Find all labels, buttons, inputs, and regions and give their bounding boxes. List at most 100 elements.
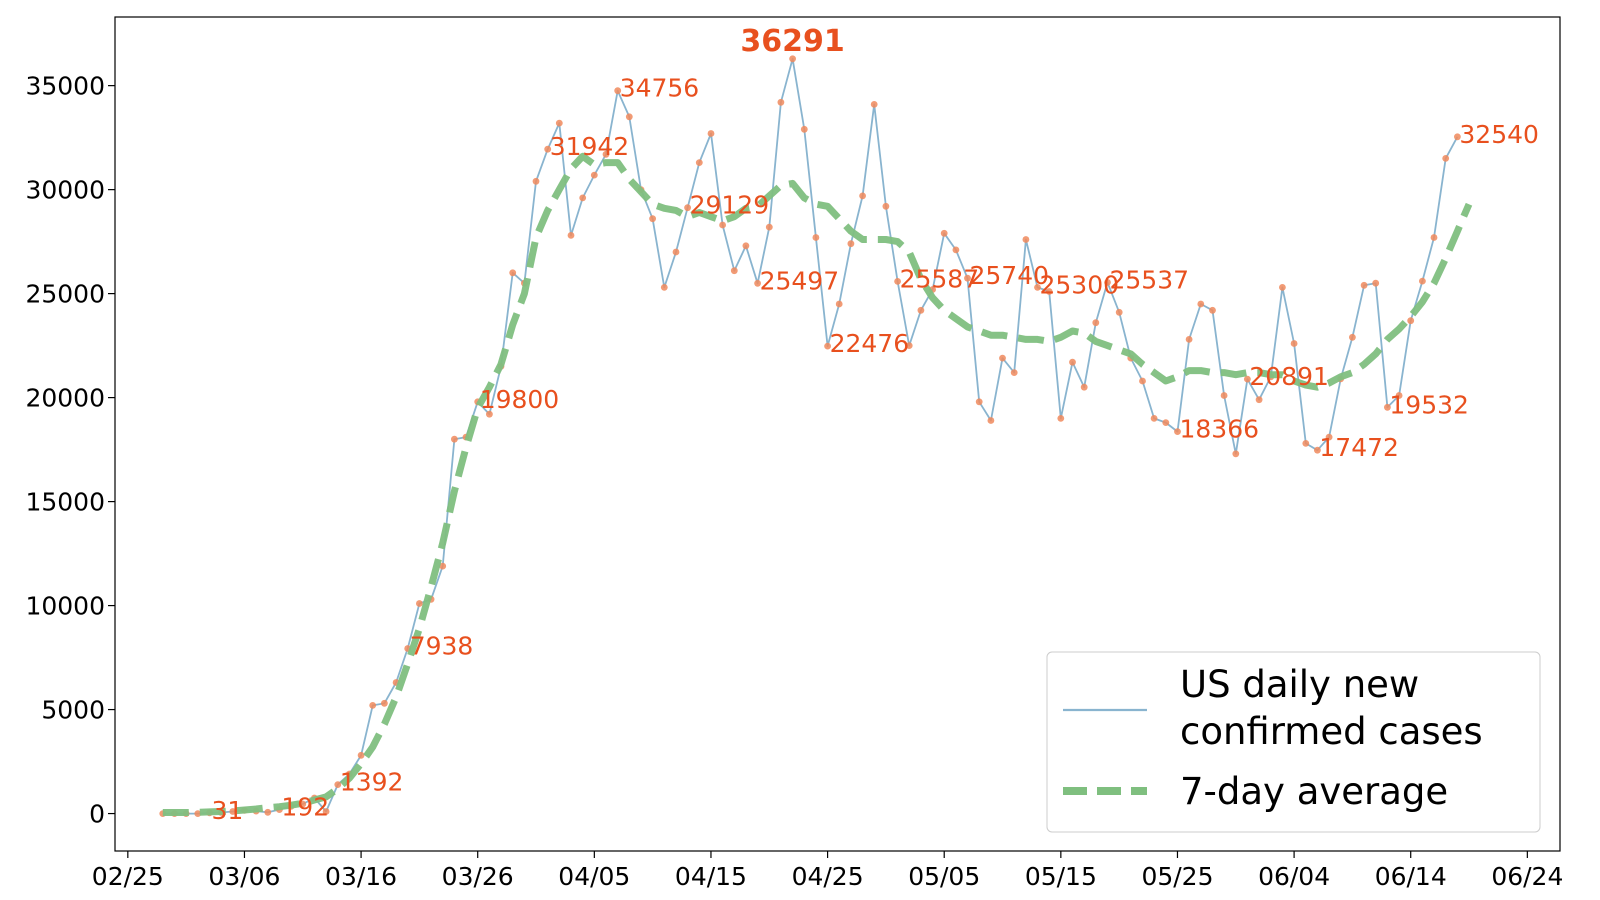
x-tick-label: 05/05 (908, 862, 980, 891)
daily-cases-point (322, 808, 330, 815)
daily-cases-point (229, 808, 237, 815)
value-annotation: 1392 (340, 768, 404, 797)
x-tick-label: 06/04 (1258, 862, 1330, 891)
daily-cases-point (812, 234, 820, 241)
daily-cases-point (1244, 375, 1251, 383)
daily-cases-point (707, 130, 715, 137)
daily-cases-point (800, 125, 808, 133)
daily-cases-point (1010, 369, 1018, 376)
value-annotation: 25537 (1110, 265, 1190, 294)
value-annotation: 22476 (830, 329, 910, 358)
y-tick-label: 35000 (25, 72, 105, 101)
daily-cases-point (544, 145, 552, 153)
daily-cases-point (1115, 308, 1123, 316)
daily-cases-point (334, 781, 342, 788)
daily-cases-point (1220, 392, 1228, 399)
daily-cases-point (1384, 403, 1391, 411)
daily-cases-point (614, 87, 622, 95)
daily-cases-point (602, 150, 610, 158)
x-tick-label: 06/14 (1375, 862, 1447, 891)
daily-cases-point (1057, 415, 1065, 422)
daily-cases-point (1069, 358, 1076, 366)
y-tick-label: 10000 (25, 592, 105, 621)
daily-cases-point (777, 98, 785, 106)
daily-cases-point (1314, 446, 1321, 454)
daily-cases-point (1232, 450, 1240, 458)
legend: US daily new confirmed cases 7-day avera… (1046, 651, 1541, 833)
x-tick-label: 02/25 (92, 862, 164, 891)
value-annotation: 19800 (480, 385, 560, 414)
daily-cases-point (1349, 333, 1356, 341)
daily-cases-point (999, 354, 1006, 362)
daily-cases-point (940, 229, 948, 237)
value-annotation: 20891 (1249, 362, 1329, 391)
daily-cases-point (719, 221, 726, 229)
daily-cases-point (1162, 419, 1170, 426)
daily-cases-point (917, 306, 925, 314)
daily-cases-point (1325, 433, 1333, 441)
daily-cases-point (1174, 428, 1181, 435)
daily-cases-point (1150, 415, 1158, 422)
value-annotation: 18366 (1180, 415, 1260, 444)
legend-box (1046, 651, 1541, 833)
value-annotation: 192 (281, 793, 329, 822)
value-annotation: 7938 (410, 632, 474, 661)
value-annotation: 17472 (1319, 433, 1399, 462)
value-annotation: 19532 (1389, 390, 1469, 419)
daily-cases-point (1419, 277, 1426, 285)
daily-cases-point (1197, 300, 1205, 308)
value-annotation: 31942 (550, 132, 630, 161)
daily-cases-point (1092, 319, 1100, 327)
legend-daily-label-line1: US daily new (1180, 663, 1419, 706)
daily-cases-point (1034, 284, 1041, 291)
daily-cases-point (672, 248, 680, 256)
x-tick-label: 05/15 (1025, 862, 1097, 891)
daily-cases-point (299, 800, 307, 808)
daily-cases-point (1080, 383, 1088, 391)
daily-cases-point (264, 808, 272, 816)
daily-cases-point (1430, 234, 1438, 241)
daily-cases-point (369, 702, 377, 709)
x-tick-label: 04/15 (675, 862, 747, 891)
daily-cases-point (579, 194, 587, 202)
daily-cases-point (789, 55, 796, 63)
daily-cases-point (416, 600, 423, 607)
x-tick-label: 05/25 (1141, 862, 1213, 891)
y-tick-label: 30000 (25, 176, 105, 205)
daily-cases-point (1185, 336, 1193, 343)
daily-cases-point (730, 267, 738, 275)
daily-cases-point (1255, 396, 1263, 404)
daily-cases-point (1045, 288, 1053, 295)
daily-cases-point (835, 300, 843, 308)
daily-cases-point (742, 242, 750, 250)
daily-cases-point (451, 435, 458, 443)
daily-cases-point (754, 279, 761, 287)
x-tick-label: 03/26 (442, 862, 514, 891)
x-tick-label: 04/05 (558, 862, 630, 891)
daily-cases-point (486, 410, 493, 418)
legend-average-label: 7-day average (1180, 770, 1448, 813)
daily-cases-point (649, 215, 656, 223)
value-annotation: 34756 (620, 74, 700, 103)
plot-frame (114, 16, 1561, 852)
daily-cases-point (1104, 279, 1111, 286)
x-tick-label: 03/06 (208, 862, 280, 891)
value-annotation: 25587 (900, 264, 980, 293)
daily-cases-point (987, 417, 995, 424)
legend-daily-label-line2: confirmed cases (1180, 710, 1483, 753)
daily-cases-point (1395, 392, 1403, 399)
daily-cases-point (824, 342, 831, 350)
peak-annotation: 36291 (740, 24, 844, 59)
value-annotation: 25740 (970, 261, 1050, 290)
value-annotation: 25300 (1040, 270, 1120, 299)
daily-cases-point (1022, 236, 1030, 243)
daily-cases-point (859, 192, 866, 200)
daily-cases-point (625, 113, 633, 121)
daily-cases-point (1360, 281, 1368, 289)
daily-cases-point (870, 101, 878, 108)
daily-cases-point (952, 246, 960, 254)
daily-cases-point (847, 240, 855, 248)
daily-cases-point (660, 284, 668, 291)
daily-cases-point (509, 269, 517, 277)
